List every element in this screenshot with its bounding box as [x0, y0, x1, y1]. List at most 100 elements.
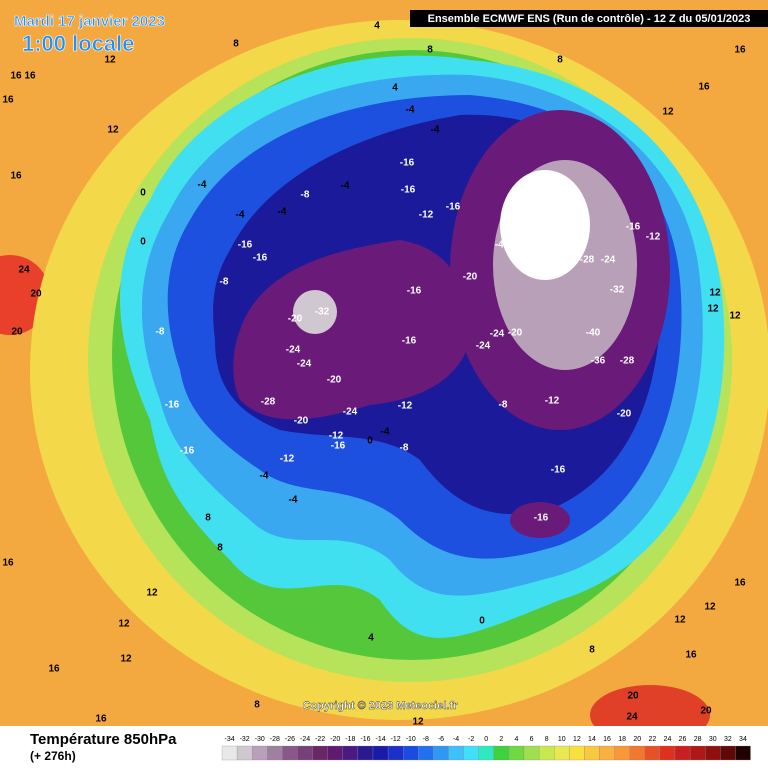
contour-label: 0 [140, 237, 146, 248]
contour-label: 16 [734, 578, 746, 589]
header-bar [410, 10, 768, 27]
contour-label: -20 [617, 409, 632, 420]
contour-label: -20 [294, 416, 309, 427]
colorbar: -34 -32 -30 -28 -26 -24 -22 -20 -18 -16 -14 -12 -10-… [221, 736, 751, 761]
colorbar-swatch [282, 745, 298, 761]
contour-label: 24 [18, 265, 30, 276]
contour-label: 12 [707, 304, 719, 315]
contour-label: -4 [278, 207, 287, 218]
contour-label: 12 [704, 602, 716, 613]
contour-label: 12 [120, 654, 132, 665]
contour-label: -40 [517, 238, 532, 249]
contour-label: -16 [551, 465, 566, 476]
contour-label: -4 [260, 471, 269, 482]
colorbar-tick-label: -8 [423, 736, 429, 743]
contour-label: 12 [107, 125, 119, 136]
contour-label: -36 [541, 257, 556, 268]
contour-label: 20 [627, 691, 639, 702]
colorbar-tick-label: -32 [240, 736, 250, 743]
contour-label: -16 [180, 446, 195, 457]
contour-label: -12 [419, 210, 434, 221]
colorbar-tick-label: 22 [648, 736, 656, 743]
colorbar-tick-label: 4 [514, 736, 518, 743]
colorbar-swatch [614, 745, 630, 761]
contour-label: 12 [104, 55, 116, 66]
colorbar-tick-label: 32 [724, 736, 732, 743]
colorbar-tick-label: 2 [499, 736, 503, 743]
contour-label: 16 [10, 171, 22, 182]
contour-label: -28 [261, 397, 276, 408]
colorbar-tick-label: 28 [694, 736, 702, 743]
lead-time: (+ 276h) [30, 749, 76, 763]
colorbar-swatch [357, 745, 374, 761]
contour-label: -8 [301, 190, 310, 201]
contour-label: 16 [734, 45, 746, 56]
title-time: 1:00 locale [22, 31, 135, 56]
colorbar-tick-label: 14 [588, 736, 596, 743]
contour-label: -16 [446, 202, 461, 213]
contour-label: -24 [601, 255, 616, 266]
contour-label: -12 [545, 396, 560, 407]
colorbar-tick-label: -20 [330, 736, 340, 743]
colorbar-tick-label: -26 [285, 736, 295, 743]
colorbar-swatch [659, 745, 676, 761]
contour-label: -16 [331, 441, 346, 452]
colorbar-tick-label: -24 [300, 736, 310, 743]
colorbar-swatch [236, 745, 253, 761]
contour-label: -40 [495, 240, 510, 251]
colorbar-swatch [599, 745, 615, 761]
colorbar-tick-label: -16 [360, 736, 370, 743]
run-info: Ensemble ECMWF ENS (Run de contrôle) - 1… [428, 13, 751, 25]
colorbar-swatch [387, 745, 404, 761]
contour-label: 16 [2, 558, 14, 569]
contour-label: -16 [626, 222, 641, 233]
contour-label: -12 [646, 232, 661, 243]
colorbar-swatch [629, 745, 645, 761]
colorbar-swatch [372, 745, 389, 761]
colorbar-swatch [538, 745, 555, 761]
contour-label: -20 [508, 328, 523, 339]
contour-label: -8 [499, 400, 508, 411]
contour-label: -32 [610, 285, 625, 296]
colorbar-swatch [735, 745, 751, 761]
contour-label: 4 [368, 633, 374, 644]
colorbar-tick-label: -6 [438, 736, 444, 743]
contour-label: -16 [400, 158, 415, 169]
colorbar-tick-label: -14 [375, 736, 385, 743]
contour-label: 12 [412, 717, 424, 728]
contour-label: 0 [479, 616, 485, 627]
colorbar-tick-label: 24 [664, 736, 672, 743]
contour-label: -32 [315, 307, 330, 318]
contour-label: 8 [217, 543, 223, 554]
contour-label: 16 [24, 71, 36, 82]
contour-label: 8 [427, 45, 433, 56]
colorbar-swatch [267, 745, 283, 761]
contour-label: -16 [238, 240, 253, 251]
contour-label: 0 [140, 188, 146, 199]
contour-label: -28 [580, 255, 595, 266]
colorbar-tick-label: 26 [679, 736, 687, 743]
contour-label: -36 [591, 356, 606, 367]
colorbar-tick-label: -4 [453, 736, 459, 743]
colorbar-swatch [644, 745, 661, 761]
cold-core [500, 170, 590, 280]
colorbar-swatch [418, 745, 434, 761]
colorbar-tick-label: -12 [391, 736, 401, 743]
colorbar-swatch [478, 745, 494, 761]
contour-label: 8 [254, 700, 260, 711]
colorbar-swatch [463, 745, 479, 761]
contour-label: -12 [280, 454, 295, 465]
colorbar-tick-label: 8 [545, 736, 549, 743]
contour-label: -16 [253, 253, 268, 264]
colorbar-tick-label: 20 [633, 736, 641, 743]
contour-label: 20 [11, 327, 23, 338]
colorbar-swatch [584, 745, 600, 761]
colorbar-swatch [705, 745, 721, 761]
copyright: Copyright © 2023 Meteociel.fr [303, 700, 459, 712]
colorbar-tick-label: -22 [315, 736, 325, 743]
contour-label: -16 [402, 336, 417, 347]
contour-label: 8 [589, 645, 595, 656]
colorbar-tick-label: 0 [484, 736, 488, 743]
contour-label: -4 [341, 181, 350, 192]
